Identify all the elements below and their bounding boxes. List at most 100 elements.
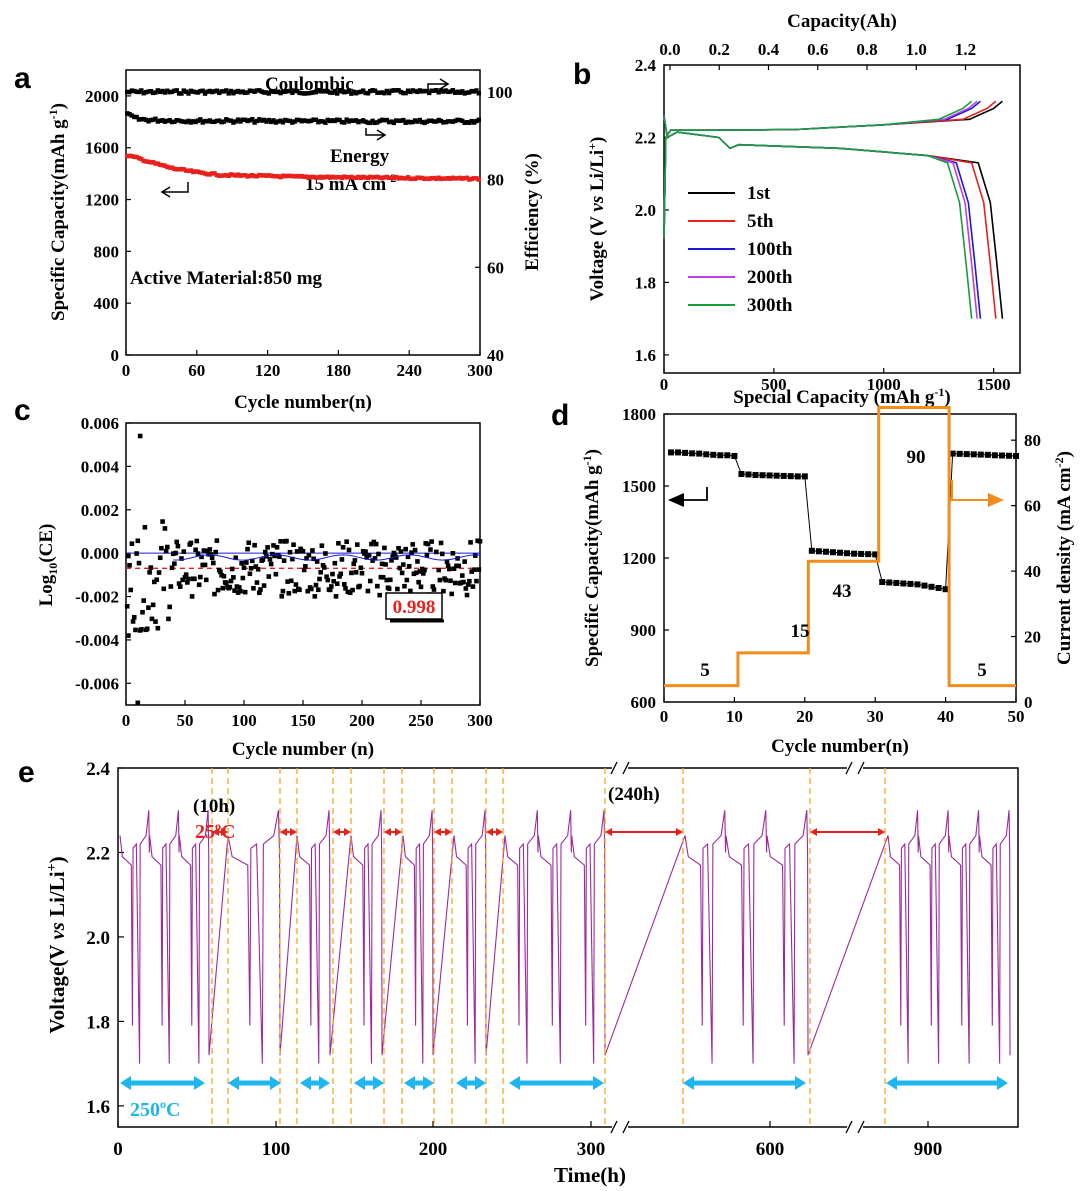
panel-a-series-2-point bbox=[290, 173, 295, 179]
panel-c-point bbox=[475, 538, 480, 544]
panel-a-series-1-point bbox=[375, 120, 380, 125]
panel-c-point bbox=[318, 569, 323, 575]
panel-c-point bbox=[451, 566, 457, 572]
panel-c-point bbox=[139, 627, 144, 632]
panel-a-series-1-point bbox=[401, 117, 406, 123]
panel-c-point bbox=[357, 583, 362, 589]
panel-c-point bbox=[146, 605, 151, 610]
panel-a-series-2-point bbox=[375, 174, 380, 179]
panel-a-series-0-point bbox=[403, 90, 408, 96]
panel-a-series-2-point bbox=[415, 175, 420, 180]
panel-c-point bbox=[160, 519, 165, 524]
panel-a-xtick-label: 120 bbox=[255, 361, 281, 380]
panel-c-point bbox=[176, 581, 182, 586]
panel-c-point bbox=[458, 580, 464, 585]
panel-c-point bbox=[344, 539, 349, 544]
panel-a-series-1-point bbox=[129, 113, 135, 118]
panel-a-series-0-point bbox=[254, 88, 260, 93]
panel-a-series-0-point bbox=[271, 89, 276, 94]
panel-c-point bbox=[334, 581, 340, 587]
panel-e-axis-break-mark bbox=[857, 1120, 865, 1134]
panel-c-point bbox=[417, 569, 423, 574]
panel-a-series-0-point bbox=[238, 90, 243, 95]
panel-d-ytick-right-label: 60 bbox=[1024, 497, 1041, 516]
panel-a-series-1-point bbox=[238, 119, 243, 124]
panel-b-discharge-3 bbox=[663, 115, 978, 319]
panel-e: Time(h) Voltage(V vs Li/Li+) 0 100 200 300 6… bbox=[45, 759, 1019, 1187]
panel-a-series-2-point bbox=[259, 173, 264, 178]
panel-c-ytick-label: 0.002 bbox=[81, 501, 119, 520]
panel-a-ytick-label: 2000 bbox=[85, 87, 119, 106]
panel-a-series-0-point bbox=[212, 89, 217, 94]
panel-e-rest-arrowhead bbox=[605, 828, 612, 836]
panel-a-series-1-point bbox=[127, 111, 132, 117]
panel-c-point bbox=[346, 547, 352, 553]
panel-a-series-1-point bbox=[217, 118, 222, 123]
panel-a-series-1-point bbox=[394, 118, 399, 123]
panel-a-series-1-point bbox=[412, 118, 418, 123]
panel-a-series-1-point bbox=[292, 119, 297, 124]
panel-a-series-2-point bbox=[278, 174, 283, 180]
panel-a-series-1-point bbox=[469, 118, 474, 124]
panel-a-series-0-point bbox=[349, 91, 354, 96]
panel-a-series-0-point bbox=[476, 91, 482, 96]
panel-c-point bbox=[468, 540, 473, 545]
panel-a-series-1-point bbox=[200, 120, 205, 125]
panel-e-rest-arrowhead bbox=[384, 828, 391, 836]
panel-a-series-2-point bbox=[412, 176, 418, 182]
panel-a-series-2-point bbox=[474, 176, 479, 181]
panel-c-point bbox=[241, 565, 247, 571]
panel-d-capacity-point bbox=[893, 579, 900, 586]
panel-a-series-0-point bbox=[292, 88, 297, 93]
panel-a-series-0-point bbox=[405, 88, 411, 93]
panel-b-legend-label-4: 300th bbox=[747, 295, 793, 316]
panel-c-point bbox=[386, 586, 392, 591]
panel-c-point bbox=[443, 577, 449, 583]
panel-a-series-0-point bbox=[176, 91, 182, 96]
panel-c-xtick-label: 50 bbox=[177, 711, 194, 730]
panel-a-series-1-point bbox=[471, 120, 477, 125]
panel-a-series-0-point bbox=[188, 88, 194, 94]
panel-c-point bbox=[297, 587, 302, 593]
panel-c-point bbox=[168, 584, 174, 589]
panel-c-point bbox=[429, 539, 434, 544]
panel-a-series-1-point bbox=[183, 119, 189, 125]
panel-a-series-2-point bbox=[202, 171, 208, 176]
panel-a-series-0-point bbox=[217, 90, 222, 96]
panel-c-point bbox=[278, 539, 283, 544]
panel-a-series-0-point bbox=[129, 88, 135, 93]
panel-c-point bbox=[436, 567, 441, 573]
panel-a-series-1-point bbox=[382, 118, 387, 123]
panel-c-point bbox=[448, 578, 453, 584]
panel-a-series-2-point bbox=[287, 173, 293, 179]
panel-a-series-2-point bbox=[176, 167, 182, 172]
panel-c-point bbox=[224, 580, 229, 586]
panel-a-series-2-point bbox=[134, 154, 139, 160]
panel-c-point bbox=[124, 603, 130, 609]
panel-c-point bbox=[450, 550, 456, 556]
panel-e-operate-arrowhead bbox=[404, 1076, 415, 1090]
panel-b-charge-1 bbox=[663, 100, 997, 239]
panel-c-point bbox=[148, 565, 154, 570]
panel-a-series-1-point bbox=[320, 119, 326, 124]
panel-d-capacity-point bbox=[759, 472, 766, 479]
panel-a-series-0-point bbox=[365, 91, 371, 96]
panel-a-series-1-point bbox=[268, 119, 274, 125]
panel-e-operate-arrowhead bbox=[997, 1076, 1008, 1090]
panel-e-operate-arrowhead bbox=[120, 1076, 131, 1090]
panel-c-point bbox=[390, 554, 395, 559]
panel-a-series-2-point bbox=[429, 175, 434, 181]
panel-a-series-2-point bbox=[261, 173, 267, 178]
panel-c-point bbox=[343, 586, 348, 591]
panel-a-series-1-point bbox=[356, 119, 361, 125]
panel-a-ytick-label: 1600 bbox=[85, 139, 119, 158]
panel-d-step-label-0: 5 bbox=[700, 660, 710, 681]
panel-c-point bbox=[342, 582, 347, 587]
panel-d-capacity-point bbox=[710, 451, 717, 458]
panel-c-point bbox=[311, 556, 316, 562]
panel-c-frame bbox=[125, 422, 481, 706]
panel-a-series-1-point bbox=[240, 117, 246, 122]
panel-a-ytick-label: 800 bbox=[94, 242, 120, 261]
panel-a-series-2-point bbox=[242, 173, 248, 178]
panel-c-point bbox=[211, 560, 216, 566]
